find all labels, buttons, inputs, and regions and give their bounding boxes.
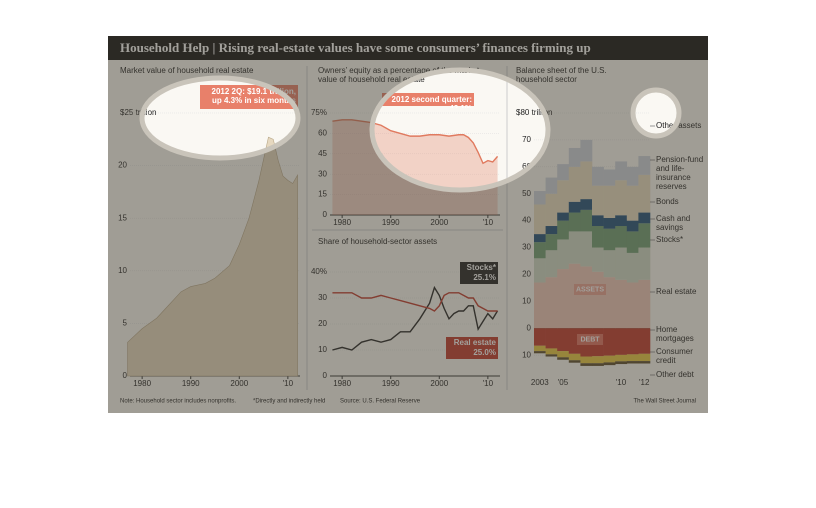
- spotlight: [139, 75, 301, 161]
- dim-overlay: [108, 36, 708, 413]
- spotlight: [630, 87, 682, 139]
- spotlight: [369, 67, 551, 193]
